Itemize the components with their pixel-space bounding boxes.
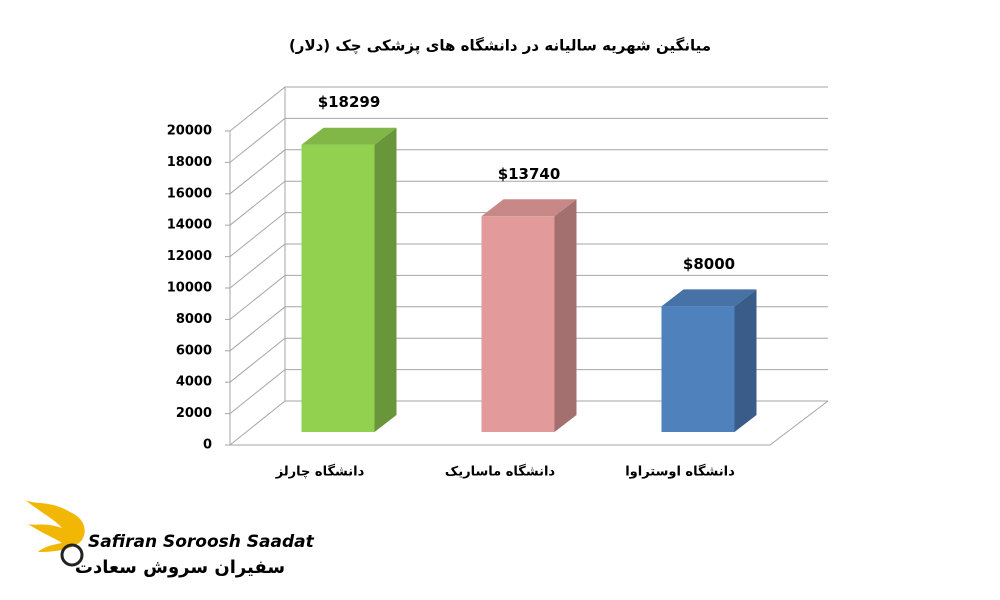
y-tick-label: 18000 — [167, 155, 212, 170]
bar-side — [554, 199, 577, 432]
y-tick-label: 2000 — [176, 406, 212, 421]
x-tick-label: دانشگاه ماساریک — [445, 464, 555, 480]
floor — [230, 400, 829, 446]
y-tick-label: 14000 — [167, 218, 212, 233]
y-tick-label: 6000 — [176, 343, 212, 358]
logo-name-en: Safiran Soroosh Saadat — [88, 532, 315, 552]
grid-line — [229, 86, 828, 132]
logo: Safiran Soroosh Saadat سفیران سروش سعادت — [25, 500, 315, 578]
grid-line — [229, 274, 828, 320]
bar-top — [661, 289, 757, 307]
x-tick-label: دانشگاه اوستراوا — [625, 464, 735, 480]
y-tick-label: 8000 — [176, 312, 212, 327]
grid-line — [229, 400, 828, 446]
bar-side — [734, 289, 757, 432]
logo-mark — [60, 543, 84, 567]
grid-line — [229, 243, 828, 289]
y-tick-label: 20000 — [167, 124, 212, 139]
grid-line — [229, 337, 828, 383]
y-tick-label: 12000 — [167, 249, 212, 264]
grid-line — [229, 149, 828, 195]
grid-line — [229, 212, 828, 257]
grid-line — [229, 306, 828, 352]
y-tick-label: 10000 — [167, 281, 212, 296]
chart-title: میانگین شهریه سالیانه در دانشگاه های پزش… — [289, 37, 711, 56]
bar-top — [301, 127, 397, 145]
bar-side — [374, 127, 397, 433]
y-tick-label: 16000 — [167, 186, 212, 201]
y-tick-label: 4000 — [176, 375, 212, 390]
x-tick-label: دانشگاه چارلز — [275, 464, 365, 480]
bar-front — [301, 144, 375, 433]
value-label: $8000 — [683, 255, 735, 273]
grid-line — [229, 117, 828, 163]
bar-front — [481, 216, 555, 432]
bar-top — [481, 199, 577, 217]
value-label: $18299 — [318, 93, 381, 111]
y-tick-label: 0 — [203, 438, 212, 453]
value-label: $13740 — [498, 165, 561, 183]
logo-wing — [25, 500, 85, 552]
grid-line — [229, 180, 828, 226]
bar-front — [661, 306, 735, 432]
logo-name-fa: سفیران سروش سعادت — [75, 557, 285, 578]
grid-line — [229, 369, 828, 414]
